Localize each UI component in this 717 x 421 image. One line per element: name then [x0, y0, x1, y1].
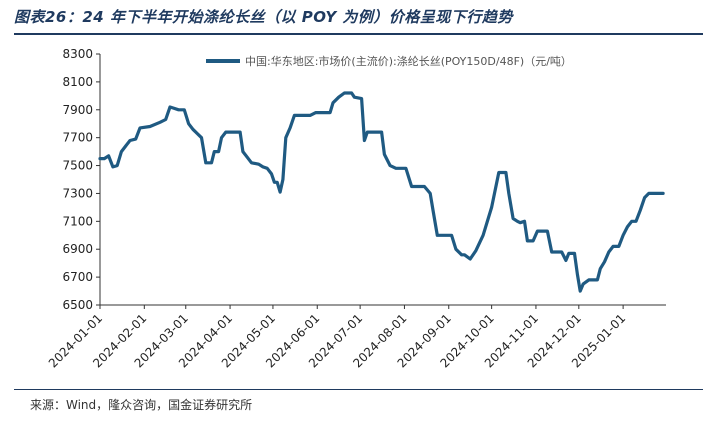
y-tick-label: 7500 — [62, 159, 93, 173]
y-tick-label: 8100 — [62, 75, 93, 89]
axes — [99, 54, 666, 306]
y-tick-label: 6500 — [62, 298, 93, 312]
y-tick-label: 7300 — [62, 186, 93, 200]
title-rule — [14, 33, 703, 35]
source-rule — [14, 389, 703, 390]
y-tick-label: 7100 — [62, 214, 93, 228]
y-tick-label: 6900 — [62, 242, 93, 256]
x-axis-ticks: 2024-01-012024-02-012024-03-012024-04-01… — [46, 305, 628, 370]
series-line — [98, 91, 665, 293]
y-tick-label: 7900 — [62, 103, 93, 117]
legend: 中国:华东地区:市场价(主流价):涤纶长丝(POY150D/48F)（元/吨） — [206, 54, 572, 68]
y-tick-label: 7700 — [62, 131, 93, 145]
y-axis-ticks: 6500 6700 6900 7100 7300 7500 7700 7900 8100 8300 — [62, 47, 100, 312]
legend-label: 中国:华东地区:市场价(主流价):涤纶长丝(POY150D/48F)（元/吨） — [245, 54, 572, 68]
chart-title: 图表26：24 年下半年开始涤纶长丝（以 POY 为例）价格呈现下行趋势 — [14, 8, 513, 26]
y-tick-label: 8300 — [62, 47, 93, 61]
source-note: 来源：Wind，隆众咨询，国金证券研究所 — [30, 398, 253, 412]
y-tick-label: 6700 — [62, 270, 93, 284]
